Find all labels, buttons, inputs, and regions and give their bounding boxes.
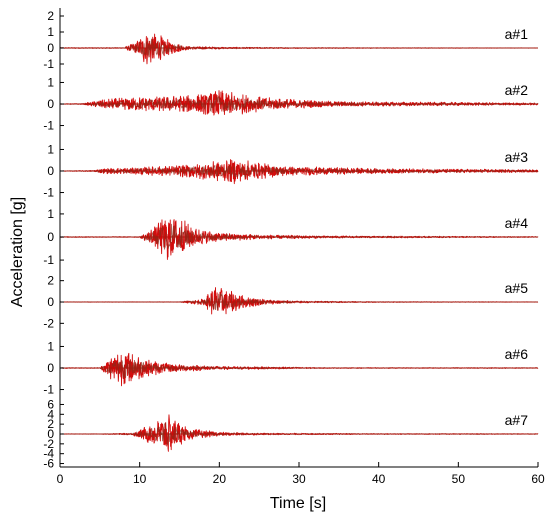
ytick-label-a#7-2: 2 xyxy=(47,417,54,431)
panel-label-a#5: a#5 xyxy=(505,280,529,296)
ytick-label-a#3-1: 1 xyxy=(47,142,54,156)
trace-overlay-a#3 xyxy=(59,164,539,178)
ytick-label-a#2--1: -1 xyxy=(43,119,54,133)
trace-overlay-a#4 xyxy=(59,223,539,251)
ytick-label-a#1-2: 2 xyxy=(47,9,54,23)
xtick-label-20: 20 xyxy=(213,472,227,486)
xtick-label-30: 30 xyxy=(292,472,306,486)
ytick-label-a#5-0: 0 xyxy=(47,295,54,309)
panel-label-a#7: a#7 xyxy=(505,412,529,428)
ytick-label-a#7-6: 6 xyxy=(47,397,54,411)
ytick-label-a#7--4: -4 xyxy=(43,447,54,461)
panel-label-a#3: a#3 xyxy=(505,149,529,165)
xtick-label-60: 60 xyxy=(531,472,545,486)
trace-a#2 xyxy=(59,90,539,116)
ytick-label-a#2-0: 0 xyxy=(47,97,54,111)
trace-overlay-a#6 xyxy=(59,359,539,379)
ytick-label-a#7--2: -2 xyxy=(43,437,54,451)
trace-a#1 xyxy=(59,33,539,65)
trace-overlay-a#5 xyxy=(59,293,539,311)
ytick-label-a#6-1: 1 xyxy=(47,339,54,353)
ytick-label-a#7-0: 0 xyxy=(47,427,54,441)
label-layer: 210-1a#110-1a#210-1a#310-1a#420-2a#510-1… xyxy=(43,9,545,486)
x-axis-title: Time [s] xyxy=(270,495,326,512)
trace-a#7 xyxy=(59,414,539,452)
ytick-label-a#5-2: 2 xyxy=(47,274,54,288)
axes-layer xyxy=(59,8,539,468)
ytick-label-a#1-0: 0 xyxy=(47,41,54,55)
trace-a#6 xyxy=(59,352,539,387)
trace-overlay-a#1 xyxy=(59,38,538,58)
xtick-label-40: 40 xyxy=(372,472,386,486)
xtick-label-0: 0 xyxy=(57,472,64,486)
panel-label-a#2: a#2 xyxy=(505,82,529,98)
ytick-label-a#4-0: 0 xyxy=(47,230,54,244)
trace-overlay-a#7 xyxy=(59,422,539,446)
panel-label-a#6: a#6 xyxy=(505,346,529,362)
xtick-label-10: 10 xyxy=(133,472,147,486)
ytick-label-a#3-0: 0 xyxy=(47,164,54,178)
ytick-label-a#3--1: -1 xyxy=(43,186,54,200)
ytick-label-a#4--1: -1 xyxy=(43,253,54,267)
ytick-label-a#7-4: 4 xyxy=(47,407,54,421)
ytick-label-a#6--1: -1 xyxy=(43,383,54,397)
trace-a#5 xyxy=(59,287,539,315)
ytick-label-a#2-1: 1 xyxy=(47,75,54,89)
ytick-label-a#6-0: 0 xyxy=(47,361,54,375)
trace-overlay-a#2 xyxy=(59,95,539,113)
ytick-label-a#1--1: -1 xyxy=(43,57,54,71)
ytick-label-a#7--6: -6 xyxy=(43,457,54,471)
ytick-label-a#5--2: -2 xyxy=(43,316,54,330)
panel-label-a#1: a#1 xyxy=(505,26,529,42)
y-axis-title: Acceleration [g] xyxy=(9,197,26,307)
ytick-label-a#1-1: 1 xyxy=(47,25,54,39)
trace-layer xyxy=(59,33,539,452)
xtick-label-50: 50 xyxy=(452,472,466,486)
panel-label-a#4: a#4 xyxy=(505,215,529,231)
trace-a#4 xyxy=(59,219,539,260)
ytick-label-a#4-1: 1 xyxy=(47,207,54,221)
